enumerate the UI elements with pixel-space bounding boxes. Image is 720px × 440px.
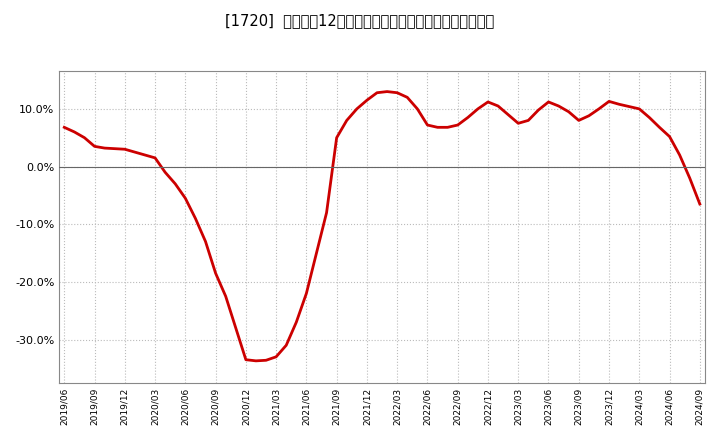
Text: [1720]  売上高の12か月移動合計の対前年同期増減率の推移: [1720] 売上高の12か月移動合計の対前年同期増減率の推移 bbox=[225, 13, 495, 28]
